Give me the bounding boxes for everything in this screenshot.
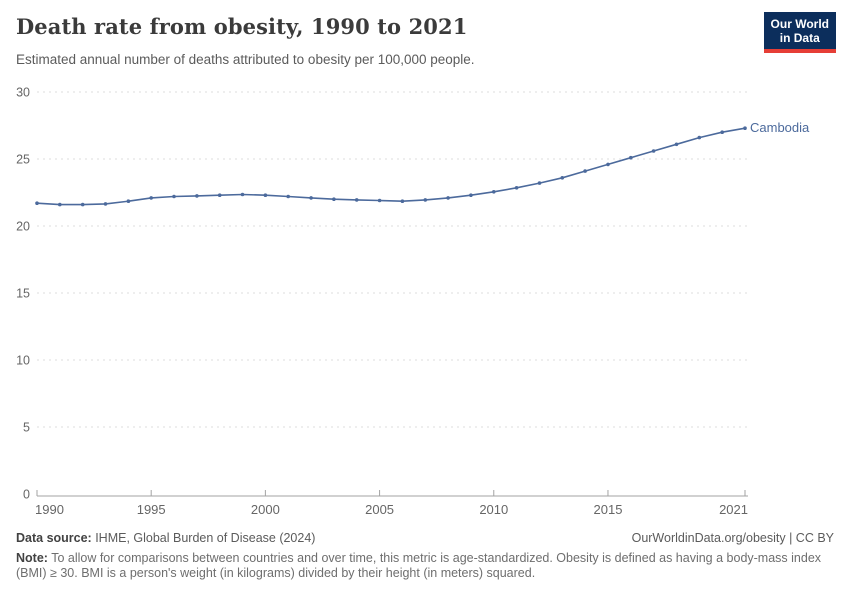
series-line[interactable] (36, 127, 746, 206)
note-label: Note: (16, 551, 48, 565)
chart-subtitle: Estimated annual number of deaths attrib… (16, 52, 475, 67)
data-point[interactable] (195, 194, 199, 198)
x-axis-tick-label: 2000 (251, 502, 280, 517)
data-point[interactable] (126, 199, 131, 203)
owid-logo-line2: in Data (779, 31, 820, 45)
y-axis-tick-label: 10 (16, 354, 30, 368)
chart-footer: Data source: IHME, Global Burden of Dise… (16, 531, 834, 581)
data-source-label: Data source: (16, 531, 92, 545)
data-point[interactable] (35, 201, 39, 205)
data-point[interactable] (377, 198, 382, 203)
data-point[interactable] (492, 190, 496, 194)
data-point[interactable] (332, 197, 336, 201)
data-source-value: IHME, Global Burden of Disease (2024) (91, 531, 316, 545)
data-point[interactable] (583, 169, 587, 173)
data-point[interactable] (560, 176, 565, 180)
data-point[interactable] (240, 192, 245, 197)
x-axis-tick-label: 1990 (35, 502, 64, 517)
owid-logo-line1: Our World (770, 17, 829, 31)
y-axis-tick-label: 5 (23, 421, 30, 435)
line-chart[interactable]: 0 5 10 15 20 25 30 1990 1995 2000 2005 2010 2015 2021… (0, 0, 850, 530)
x-axis-tick-label: 2005 (365, 502, 394, 517)
y-axis-tick-label: 0 (23, 488, 30, 502)
y-axis-tick-label: 20 (16, 220, 30, 234)
data-point[interactable] (674, 142, 679, 147)
data-point[interactable] (149, 196, 153, 200)
data-point[interactable] (172, 194, 176, 199)
chart-note: Note: To allow for comparisons between c… (16, 551, 834, 581)
data-point[interactable] (354, 198, 359, 202)
data-source: Data source: IHME, Global Burden of Dise… (16, 531, 315, 546)
x-axis-tick-label: 1995 (137, 502, 166, 517)
data-point[interactable] (446, 196, 450, 200)
note-value: To allow for comparisons between countri… (16, 551, 822, 580)
data-point[interactable] (423, 198, 428, 202)
data-point[interactable] (58, 202, 62, 207)
data-point[interactable] (606, 162, 610, 167)
y-axis-tick-label: 25 (16, 153, 30, 167)
data-point[interactable] (720, 130, 724, 134)
data-point[interactable] (263, 193, 268, 197)
data-point[interactable] (286, 194, 291, 199)
x-axis-tick-label: 2021 (719, 502, 748, 517)
data-point[interactable] (629, 155, 633, 160)
data-point[interactable] (697, 135, 702, 140)
data-point[interactable] (651, 149, 656, 153)
y-axis-tick-label: 15 (16, 287, 30, 301)
data-point[interactable] (400, 199, 405, 203)
data-point[interactable] (217, 193, 222, 197)
data-point[interactable] (469, 193, 473, 197)
data-point[interactable] (537, 181, 542, 185)
x-axis-tick-label: 2010 (479, 502, 508, 517)
owid-logo[interactable]: Our World in Data (763, 12, 836, 53)
data-point[interactable] (309, 196, 313, 200)
rights-link[interactable]: OurWorldinData.org/obesity | CC BY (631, 531, 834, 545)
data-point[interactable] (103, 202, 108, 206)
y-axis-tick-label: 30 (16, 86, 30, 100)
data-point[interactable] (80, 202, 85, 207)
x-axis-tick-label: 2015 (594, 502, 623, 517)
data-point[interactable] (514, 186, 519, 190)
page-title: Death rate from obesity, 1990 to 2021 (16, 14, 468, 39)
series-end-label[interactable]: Cambodia (750, 120, 810, 135)
data-point[interactable] (743, 126, 747, 130)
